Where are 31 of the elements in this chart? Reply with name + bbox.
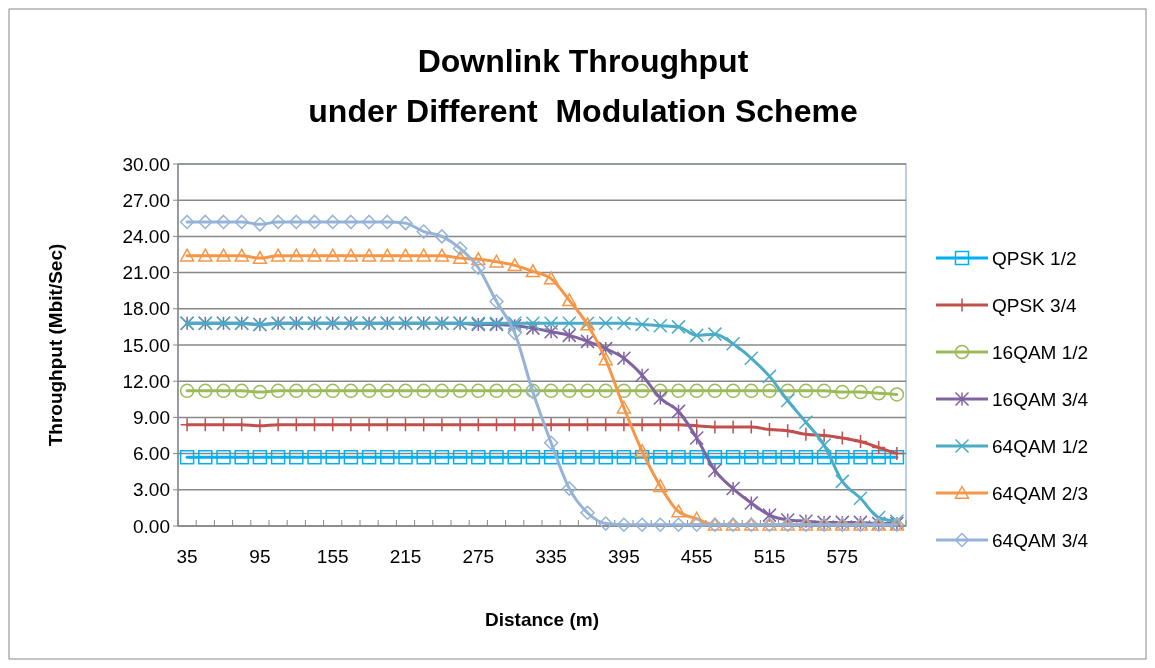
x-tick-label: 215 <box>389 546 422 567</box>
x-tick-label: 155 <box>316 546 349 567</box>
x-tick-label: 35 <box>176 546 198 567</box>
legend-label: 64QAM 1/2 <box>992 435 1089 457</box>
x-tick-label: 395 <box>608 546 640 567</box>
x-tick-label: 455 <box>680 546 713 567</box>
y-tick-label: 9.00 <box>133 407 170 429</box>
legend-label: 16QAM 3/4 <box>992 388 1089 410</box>
y-tick-label: 12.00 <box>122 370 170 392</box>
legend-label: QPSK 3/4 <box>992 294 1077 316</box>
y-tick-label: 27.00 <box>122 189 170 211</box>
y-tick-label: 0.00 <box>133 515 170 537</box>
y-tick-label: 21.00 <box>122 262 170 284</box>
chart-title: Downlink Throughput under Different Modulation Scheme <box>308 43 858 129</box>
x-tick-label: 515 <box>753 546 786 567</box>
y-tick-label: 24.00 <box>122 226 170 248</box>
x-tick-label: 275 <box>462 546 495 567</box>
legend-label: 16QAM 1/2 <box>992 341 1089 363</box>
y-tick-label: 18.00 <box>122 298 170 320</box>
legend-label: 64QAM 3/4 <box>992 529 1089 551</box>
x-tick-label: 335 <box>535 546 567 567</box>
legend-label: 64QAM 2/3 <box>992 482 1089 504</box>
y-tick-label: 6.00 <box>133 443 170 465</box>
y-tick-label: 30.00 <box>122 153 170 175</box>
legend-label: QPSK 1/2 <box>992 247 1077 269</box>
y-tick-label: 3.00 <box>133 479 170 501</box>
y-tick-label: 15.00 <box>122 334 170 356</box>
x-axis-title: Distance (m) <box>484 609 600 630</box>
y-axis-title: Throughput (Mbit/Sec) <box>45 243 66 447</box>
x-tick-label: 95 <box>249 546 271 567</box>
x-tick-label: 575 <box>826 546 859 567</box>
